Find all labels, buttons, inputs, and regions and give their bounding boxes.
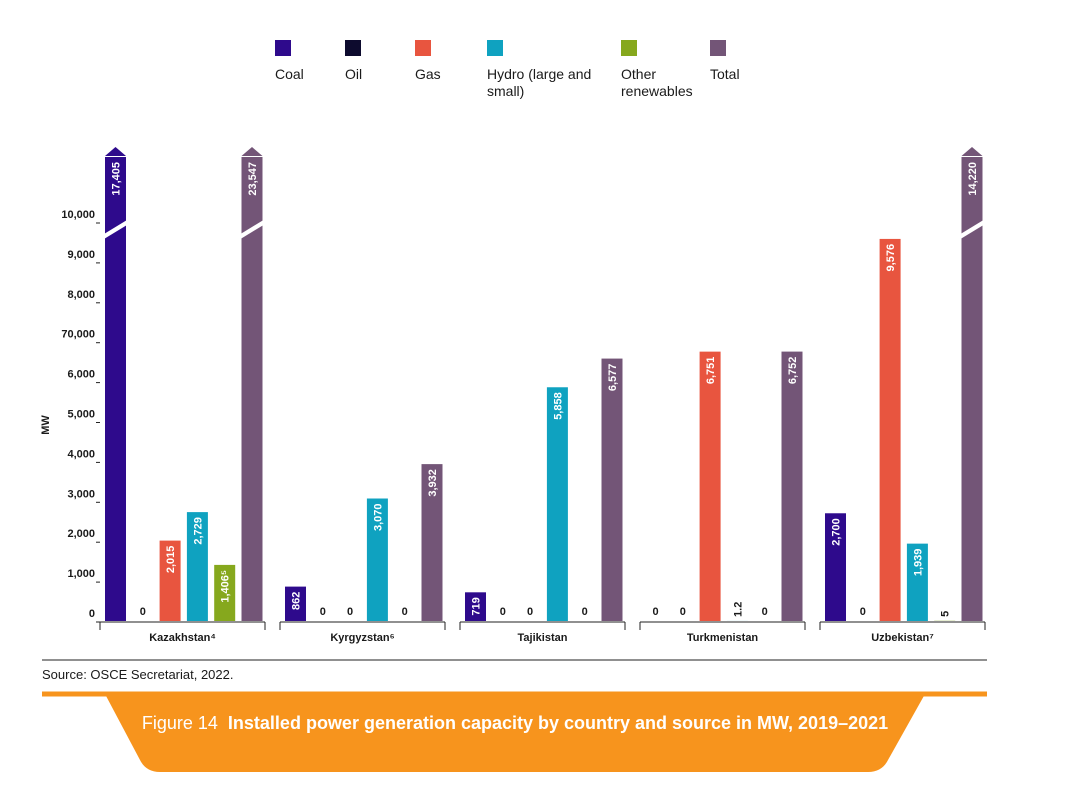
value-label: 0	[500, 606, 506, 618]
bar	[825, 513, 846, 621]
y-axis-label: MW	[40, 415, 52, 435]
bar	[699, 351, 721, 621]
figure-title: Installed power generation capacity by c…	[227, 713, 889, 733]
value-label: 0	[652, 606, 658, 618]
y-tick-label: 6,000	[67, 369, 95, 381]
bar	[601, 358, 623, 621]
y-tick-label: 3,000	[67, 488, 95, 500]
bar	[546, 387, 568, 621]
value-label: 2,729	[192, 517, 204, 545]
axis-break	[240, 220, 264, 239]
value-label: 5	[940, 611, 952, 617]
y-tick-label: 4,000	[67, 448, 95, 460]
value-label: 0	[680, 606, 686, 618]
source: Source: OSCE Secretariat, 2022.	[42, 667, 233, 682]
y-tick-label: 70,000	[61, 329, 95, 341]
bar	[961, 157, 983, 621]
bar	[159, 540, 181, 621]
bar	[421, 464, 443, 621]
legend-label: Gas	[415, 66, 441, 82]
value-label: 0	[320, 606, 326, 618]
bar	[105, 157, 126, 621]
value-label: 0	[347, 606, 353, 618]
x-tick-label: Kazakhstan⁴	[149, 632, 216, 644]
bar	[781, 351, 803, 621]
x-tick-label: Turkmenistan	[687, 632, 759, 644]
legend-label: Oil	[345, 66, 363, 82]
value-label: 14,220	[967, 162, 979, 196]
y-tick-label: 9,000	[67, 249, 95, 261]
value-label: 862	[291, 592, 303, 610]
figure-label: Figure 14	[141, 713, 218, 733]
y-tick-label: 5,000	[67, 409, 95, 421]
bar	[285, 586, 306, 621]
legend-item: Oil	[345, 40, 395, 83]
overflow-arrow	[961, 147, 983, 156]
bar	[241, 157, 263, 621]
value-label: 0	[140, 606, 146, 618]
legend-label: Other renewables	[621, 66, 693, 99]
y-tick-label: 8,000	[67, 289, 95, 301]
legend-item: Gas	[415, 40, 465, 83]
x-tick-label: Kyrgyzstan⁶	[330, 632, 394, 644]
overflow-arrow	[105, 147, 126, 156]
value-label: 1,406⁵	[220, 570, 232, 603]
bar	[366, 498, 388, 621]
value-label: 0	[527, 606, 533, 618]
value-label: 2,700	[831, 518, 843, 546]
legend-label: Hydro (large and small)	[487, 66, 592, 99]
y-tick-label: 1,000	[67, 568, 95, 580]
legend-item: Total	[710, 40, 770, 83]
caption: Figure 14 Installed power generation cap…	[140, 711, 890, 735]
overflow-arrow	[241, 147, 263, 156]
legend-swatch	[710, 40, 726, 56]
banner	[105, 694, 925, 772]
axis-break	[104, 220, 127, 239]
legend-swatch	[415, 40, 431, 56]
value-label: 9,576	[885, 244, 897, 272]
legend-item: Coal	[275, 40, 325, 83]
legend-label: Coal	[275, 66, 304, 82]
value-label: 0	[762, 606, 768, 618]
value-label: 3,932	[427, 469, 439, 497]
value-label: 23,547	[247, 162, 259, 196]
bar	[879, 238, 901, 621]
value-label: 0	[402, 606, 408, 618]
axis-break	[960, 220, 984, 239]
value-label: 0	[860, 606, 866, 618]
value-label: 5,858	[552, 392, 564, 420]
value-label: 2,015	[165, 546, 177, 574]
value-label: 6,577	[607, 364, 619, 392]
value-label: 17,405	[111, 162, 123, 196]
value-label: 0	[582, 606, 588, 618]
value-label: 6,751	[705, 357, 717, 385]
y-tick-label: 10,000	[61, 209, 95, 221]
value-label: 6,752	[787, 357, 799, 385]
legend-item: Hydro (large and small)	[487, 40, 612, 100]
bar	[186, 512, 208, 621]
bar	[214, 564, 236, 621]
value-label: 1,939	[912, 549, 924, 577]
value-label: 719	[471, 597, 483, 615]
legend-label: Total	[710, 66, 740, 82]
legend-swatch	[621, 40, 637, 56]
legend-item: Other renewables	[621, 40, 701, 100]
legend-swatch	[487, 40, 503, 56]
legend-swatch	[275, 40, 291, 56]
x-tick-label: Tajikistan	[518, 632, 568, 644]
bar	[906, 543, 928, 621]
legend-swatch	[345, 40, 361, 56]
y-tick-label: 2,000	[67, 528, 95, 540]
bar	[465, 592, 486, 621]
value-label: 3,070	[372, 504, 384, 532]
x-tick-label: Uzbekistan⁷	[871, 632, 934, 644]
y-tick-label: 0	[89, 608, 95, 620]
value-label: 1.2	[732, 602, 744, 617]
